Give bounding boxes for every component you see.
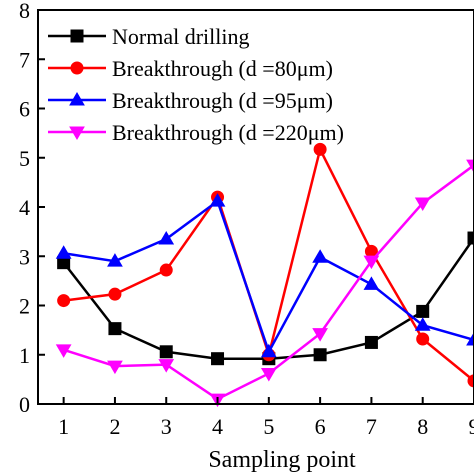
data-point-marker [158, 231, 175, 245]
y-tick-label: 1 [19, 343, 30, 368]
legend-marker [70, 29, 84, 43]
x-tick-label: 9 [469, 414, 474, 439]
x-axis-ticks: 1 2 3 4 5 6 7 8 9 [58, 397, 474, 439]
x-tick-label: 8 [417, 414, 428, 439]
series-3 [55, 159, 474, 408]
data-point-marker [108, 287, 122, 301]
data-point-marker [107, 253, 123, 267]
data-point-marker [363, 276, 380, 290]
x-tick-label: 2 [109, 414, 120, 439]
data-point-marker [416, 304, 430, 318]
data-point-marker [312, 249, 328, 263]
y-tick-label: 3 [19, 244, 30, 269]
legend: Normal drilling Breakthrough (d =80μm) Bre… [48, 24, 344, 145]
plot-area-frame [37, 9, 474, 405]
data-point-marker [466, 159, 474, 174]
x-tick-label: 3 [161, 414, 172, 439]
y-tick-label: 8 [19, 0, 30, 23]
data-point-marker [312, 328, 328, 342]
x-tick-label: 6 [315, 414, 326, 439]
y-axis-ticks: 0 1 2 3 4 5 6 7 8 [19, 0, 45, 417]
legend-item: Breakthrough (d =220μm) [48, 120, 344, 145]
data-point-marker [467, 374, 474, 388]
y-tick-label: 2 [19, 294, 30, 319]
data-point-marker [466, 331, 474, 346]
data-point-marker [260, 367, 277, 382]
legend-item: Normal drilling [48, 24, 249, 49]
legend-label: Breakthrough (d =220μm) [112, 120, 344, 145]
legend-item: Breakthrough (d =95μm) [48, 88, 333, 113]
x-tick-label: 5 [263, 414, 274, 439]
data-point-marker [107, 360, 123, 375]
x-tick-label: 1 [58, 414, 69, 439]
data-point-marker [159, 263, 173, 277]
series-2 [55, 193, 474, 358]
y-tick-label: 4 [19, 195, 30, 220]
legend-label: Normal drilling [112, 24, 249, 49]
y-tick-label: 7 [19, 47, 30, 72]
data-point-marker [416, 332, 430, 346]
data-point-marker [313, 142, 327, 156]
x-tick-label: 4 [212, 414, 223, 439]
x-tick-label: 7 [366, 414, 377, 439]
legend-item: Breakthrough (d =80μm) [48, 56, 333, 81]
legend-label: Breakthrough (d =80μm) [112, 56, 333, 81]
data-point-marker [260, 343, 277, 358]
data-point-marker [55, 245, 72, 259]
data-point-marker [363, 255, 380, 270]
legend-marker [70, 61, 84, 75]
y-tick-label: 6 [19, 97, 30, 122]
x-axis-title: Sampling point [208, 447, 356, 473]
data-point-marker [159, 345, 173, 359]
data-point-marker [467, 231, 474, 245]
legend-marker [69, 92, 85, 106]
data-point-marker [108, 322, 122, 336]
data-point-marker [55, 344, 72, 358]
data-point-marker [364, 335, 378, 349]
legend-label: Breakthrough (d =95μm) [112, 88, 333, 113]
data-point-marker [211, 352, 225, 366]
data-point-marker [313, 348, 327, 362]
data-point-marker [414, 197, 431, 212]
y-tick-label: 0 [19, 392, 30, 417]
series-layer [55, 142, 474, 408]
data-point-marker [209, 193, 226, 207]
series-line [63, 199, 474, 355]
data-point-marker [414, 317, 431, 331]
data-point-marker [158, 359, 175, 373]
legend-marker [69, 126, 85, 140]
data-point-marker [57, 294, 71, 308]
y-tick-label: 5 [19, 146, 30, 171]
